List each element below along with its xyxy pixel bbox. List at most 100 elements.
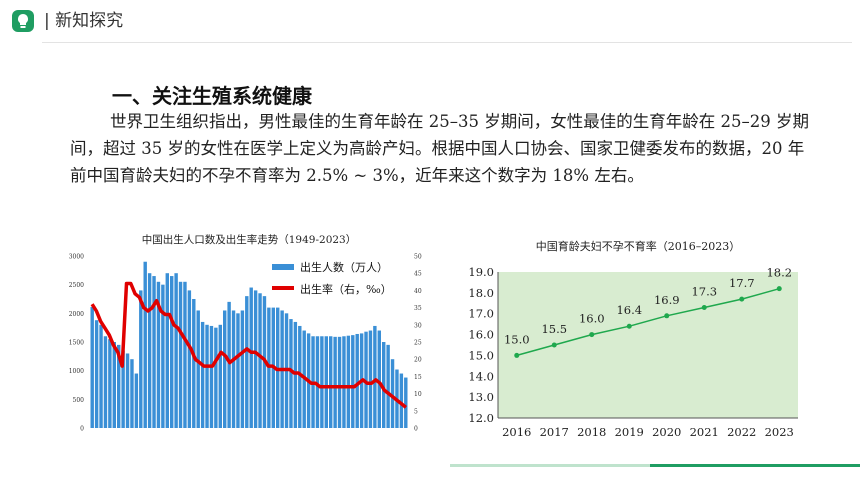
bottom-decoration (450, 464, 860, 467)
birth-bar (227, 301, 231, 428)
birth-bar (112, 342, 116, 428)
data-point (701, 304, 707, 310)
birth-bar (351, 335, 355, 428)
birth-bar (170, 276, 174, 428)
y-left-tick-label: 1500 (69, 340, 84, 347)
legend-bar-swatch (272, 264, 294, 270)
birth-bar (103, 336, 108, 428)
birth-bar (399, 373, 404, 428)
birth-bar (368, 330, 373, 428)
birth-bar (258, 293, 262, 428)
birth-bar (205, 324, 209, 428)
birth-bar (196, 310, 200, 428)
y-right-tick-label: 50 (414, 254, 422, 261)
data-label: 16.4 (616, 303, 642, 317)
y-left-tick-label: 1000 (69, 368, 84, 375)
y-right-tick-label: 35 (414, 305, 422, 312)
birth-bar (161, 284, 165, 428)
birth-bar (333, 336, 337, 428)
x-tick-label: 2016 (502, 425, 531, 439)
data-point (514, 352, 520, 358)
data-point (739, 296, 745, 302)
birth-bar (324, 336, 328, 428)
birth-bar (130, 359, 134, 428)
data-label: 17.7 (729, 276, 755, 290)
birth-bar (165, 273, 169, 428)
y-tick-label: 16.0 (468, 328, 494, 342)
birth-bar (143, 261, 147, 428)
y-tick-label: 15.0 (468, 348, 494, 362)
birth-bar (289, 319, 293, 428)
infertility-chart-svg: 中国育龄夫妇不孕不育率（2016–2023） 12.0 13.0 14.0 15.0 16… (468, 239, 798, 439)
birth-bar (315, 336, 320, 428)
x-tick-label: 2021 (690, 425, 719, 439)
section-label: | 新知探究 (44, 11, 124, 31)
birth-bar (192, 299, 196, 428)
birth-bar (355, 333, 359, 428)
y-left-tick-label: 2500 (69, 282, 84, 289)
birth-bar (404, 377, 408, 428)
x-tick-label: 2022 (727, 425, 756, 439)
birth-bar (108, 339, 112, 428)
plot-area (498, 272, 798, 418)
birth-bar (178, 281, 183, 428)
chart-title: 中国育龄夫妇不孕不育率（2016–2023） (536, 239, 741, 253)
birth-bar (214, 327, 218, 428)
birth-bar (382, 342, 386, 428)
x-tick-label: 2019 (615, 425, 644, 439)
legend-line-label: 出生率（右，‰） (300, 282, 392, 296)
data-label: 16.0 (579, 312, 605, 326)
birth-bar (298, 325, 302, 428)
y-left-tick-label: 2000 (69, 311, 84, 318)
birth-bar (293, 321, 298, 428)
data-label: 15.5 (541, 322, 567, 336)
data-label: 16.9 (654, 293, 680, 307)
births-chart-svg: 中国出生人口数及出生率走势（1949-2023）0500100015002000… (69, 233, 422, 433)
y-right-tick-label: 30 (414, 322, 422, 329)
data-point (626, 323, 632, 329)
x-tick-label: 2018 (577, 425, 606, 439)
birth-rate-line (90, 281, 408, 409)
y-tick-label: 14.0 (468, 369, 494, 383)
birth-bar (152, 276, 156, 428)
data-point (551, 342, 557, 348)
body-paragraph: 世界卫生组织指出，男性最佳的生育年龄在 25–35 岁期间，女性最佳的生育年龄在… (70, 112, 809, 185)
birth-bar (156, 281, 161, 428)
y-right-tick-label: 15 (414, 374, 422, 381)
birth-bar (99, 324, 103, 428)
birth-bar (342, 336, 346, 428)
infertility-chart: 中国育龄夫妇不孕不育率（2016–2023） 12.0 13.0 14.0 15.0 16… (458, 236, 803, 446)
birth-bar (94, 320, 99, 428)
y-tick-label: 17.0 (468, 307, 494, 321)
birth-bar (90, 307, 94, 428)
divider (42, 42, 852, 43)
y-left-tick-label: 500 (73, 397, 85, 404)
birth-bar (240, 310, 245, 428)
data-label: 15.0 (504, 332, 530, 346)
birth-bar (117, 344, 121, 428)
birth-bar (125, 353, 130, 428)
birth-bar (236, 313, 240, 428)
x-tick-label: 2020 (652, 425, 681, 439)
y-left-tick-label: 0 (80, 426, 84, 433)
data-point (664, 313, 670, 319)
birth-bar (134, 373, 139, 428)
y-right-tick-label: 20 (414, 357, 422, 364)
birth-bar (386, 344, 390, 428)
birth-bar (373, 325, 377, 428)
y-left-tick-label: 3000 (69, 254, 84, 261)
y-right-tick-label: 5 (414, 408, 418, 415)
birth-bar (187, 290, 192, 428)
birth-bar (364, 331, 368, 428)
data-label: 18.2 (766, 266, 792, 280)
birth-bar (139, 290, 143, 428)
birth-bar (249, 287, 253, 428)
birth-bar (218, 324, 222, 428)
birth-bar (390, 359, 395, 428)
y-tick-label: 12.0 (468, 411, 494, 425)
y-tick-label: 13.0 (468, 390, 494, 404)
legend-line-swatch (272, 286, 294, 290)
y-right-tick-label: 25 (414, 340, 422, 347)
x-tick-label: 2017 (540, 425, 569, 439)
y-right-tick-label: 10 (414, 391, 422, 398)
